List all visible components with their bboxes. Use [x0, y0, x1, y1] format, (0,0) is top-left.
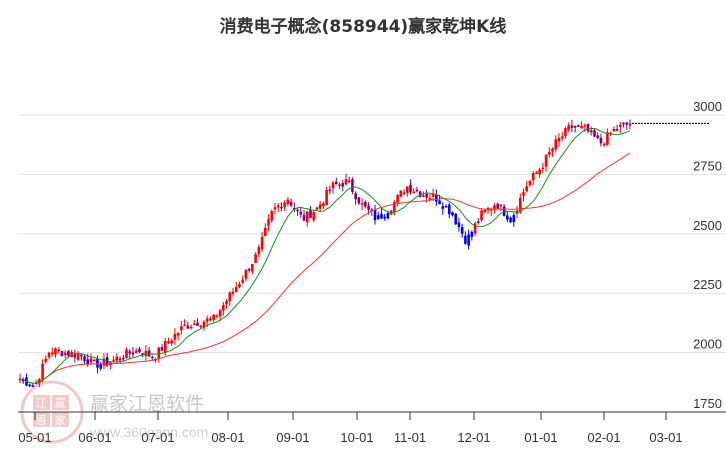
y-axis: 1750 2000 2250 2500 2750 3000: [693, 99, 722, 411]
svg-text:江: 江: [36, 397, 47, 410]
x-tick-label: 11-01: [394, 430, 426, 445]
ma-short-line: [19, 127, 631, 384]
watermark-url: www.360gann.com: [89, 424, 208, 440]
svg-text:恩: 恩: [36, 414, 47, 427]
svg-text:赢: 赢: [55, 396, 66, 410]
x-tick-label: 05-01: [18, 430, 51, 445]
y-tick-label: 1750: [693, 396, 722, 411]
candlesticks: [18, 119, 632, 388]
ma-long-line: [19, 152, 631, 384]
x-tick-label: 01-01: [524, 430, 557, 445]
watermark-brand: 赢家江恩软件: [90, 393, 204, 415]
x-tick-label: 02-01: [587, 430, 620, 445]
x-tick-label: 09-01: [276, 430, 309, 445]
svg-text:家: 家: [55, 413, 66, 427]
y-tick-label: 2000: [693, 337, 722, 352]
x-tick-label: 10-01: [340, 430, 373, 445]
x-axis: 05-01 06-01 07-01 08-01 09-01 10-01 11-01 12-01…: [18, 411, 726, 445]
x-tick-label: 07-01: [141, 430, 174, 445]
x-tick-label: 12-01: [457, 430, 490, 445]
x-tick-label: 06-01: [78, 430, 111, 445]
y-tick-label: 2500: [693, 218, 722, 233]
x-tick-label: 03-01: [649, 430, 682, 445]
y-tick-label: 3000: [693, 99, 722, 114]
grid-lines: [18, 114, 726, 354]
y-tick-label: 2250: [693, 277, 722, 292]
x-tick-label: 08-01: [211, 430, 244, 445]
chart-title: 消费电子概念(858944)赢家乾坤K线: [219, 17, 507, 37]
y-tick-label: 2750: [693, 158, 722, 173]
watermark: 江 赢 恩 家 赢家江恩软件 www.360gann.com: [20, 380, 208, 444]
